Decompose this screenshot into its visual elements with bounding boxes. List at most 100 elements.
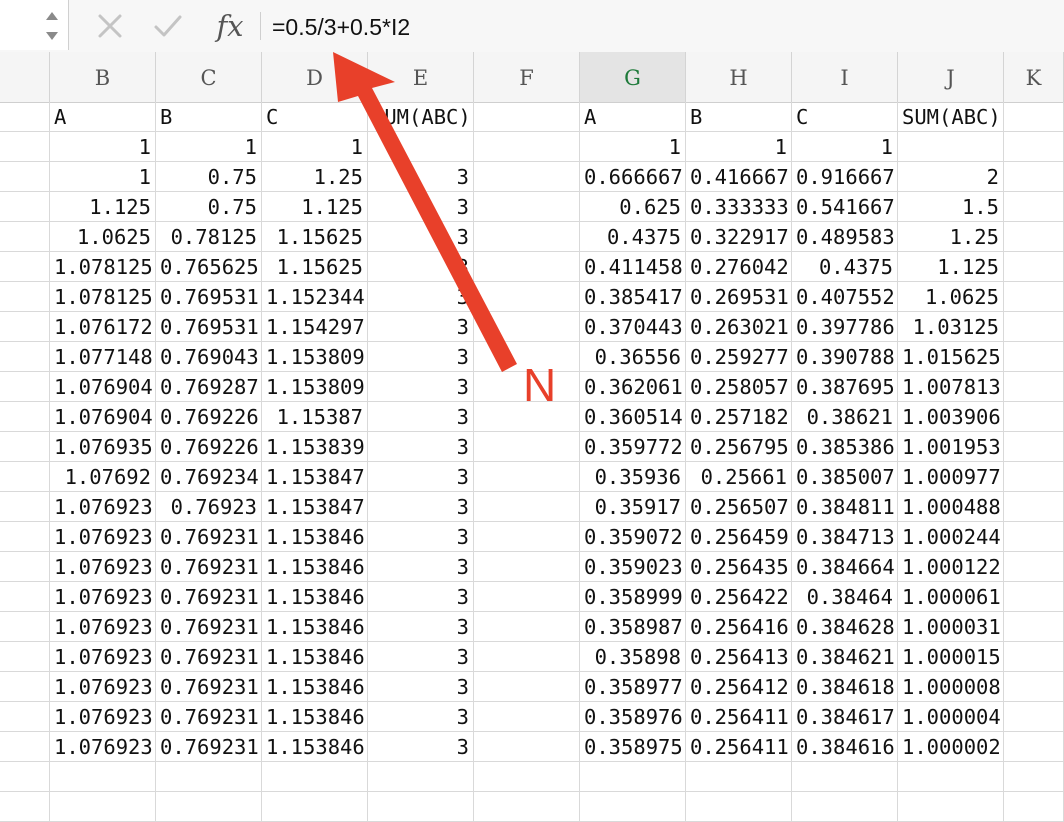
cell[interactable]: 1.000061 (898, 582, 1004, 612)
cell[interactable]: 0.258057 (686, 372, 792, 402)
cell[interactable] (0, 642, 50, 672)
cell[interactable] (1004, 732, 1064, 762)
cell[interactable]: 1.000977 (898, 462, 1004, 492)
cell[interactable]: 1 (686, 132, 792, 162)
cell[interactable] (0, 612, 50, 642)
cell[interactable]: 1.076923 (50, 522, 156, 552)
cell[interactable]: 0.384628 (792, 612, 898, 642)
cell[interactable] (1004, 402, 1064, 432)
cell[interactable]: 0.769231 (156, 582, 262, 612)
cell[interactable]: 0.769531 (156, 282, 262, 312)
cell[interactable]: 1.077148 (50, 342, 156, 372)
cell[interactable]: 0.385417 (580, 282, 686, 312)
cell[interactable] (0, 672, 50, 702)
cell[interactable] (474, 582, 580, 612)
cell[interactable]: 3 (368, 552, 474, 582)
cell[interactable] (474, 102, 580, 132)
cell[interactable] (368, 792, 474, 822)
cell[interactable]: 0.359772 (580, 432, 686, 462)
cell[interactable]: 1.5 (898, 192, 1004, 222)
cell[interactable]: 3 (368, 162, 474, 192)
cell[interactable]: 1.0625 (898, 282, 1004, 312)
cell[interactable] (1004, 672, 1064, 702)
cell[interactable]: 1.015625 (898, 342, 1004, 372)
cell[interactable]: SUM(ABC) (368, 102, 474, 132)
cell[interactable]: A (50, 102, 156, 132)
cell[interactable]: 1.000002 (898, 732, 1004, 762)
cell[interactable] (0, 522, 50, 552)
cell[interactable] (1004, 462, 1064, 492)
cell[interactable]: 2 (898, 162, 1004, 192)
cell[interactable] (0, 492, 50, 522)
cell[interactable]: 1.153809 (262, 342, 368, 372)
cell[interactable] (0, 282, 50, 312)
cell[interactable] (50, 762, 156, 792)
cell[interactable]: 0.384616 (792, 732, 898, 762)
cell[interactable]: 0.390788 (792, 342, 898, 372)
cell[interactable]: 0.769231 (156, 552, 262, 582)
cell[interactable]: 3 (368, 642, 474, 672)
cell[interactable]: 0.256411 (686, 732, 792, 762)
cell[interactable] (1004, 132, 1064, 162)
cell[interactable]: 0.385007 (792, 462, 898, 492)
cell[interactable]: 0.358976 (580, 702, 686, 732)
cell[interactable]: 1.076923 (50, 492, 156, 522)
cell[interactable]: 0.276042 (686, 252, 792, 282)
cell[interactable]: 0.541667 (792, 192, 898, 222)
fx-icon[interactable]: fx (216, 9, 244, 43)
cell[interactable] (474, 462, 580, 492)
cell[interactable]: 0.35898 (580, 642, 686, 672)
cell[interactable] (50, 792, 156, 822)
cell[interactable]: 1.076923 (50, 702, 156, 732)
cell[interactable]: 0.38464 (792, 582, 898, 612)
cell[interactable]: 1.000031 (898, 612, 1004, 642)
cell[interactable]: 0.769231 (156, 522, 262, 552)
cell[interactable]: 1.15625 (262, 252, 368, 282)
cell[interactable]: 3 (368, 372, 474, 402)
column-header-k[interactable]: K (1004, 52, 1064, 102)
cell[interactable] (0, 762, 50, 792)
cell[interactable] (474, 222, 580, 252)
cell[interactable] (474, 612, 580, 642)
cell[interactable] (474, 252, 580, 282)
cell[interactable] (0, 702, 50, 732)
cell[interactable]: 1.153847 (262, 462, 368, 492)
column-header-b[interactable]: B (50, 52, 156, 102)
cell[interactable] (368, 132, 474, 162)
column-header-h[interactable]: H (686, 52, 792, 102)
cell[interactable] (156, 792, 262, 822)
cell[interactable]: 0.370443 (580, 312, 686, 342)
cell[interactable]: 0.765625 (156, 252, 262, 282)
cell[interactable]: 0.263021 (686, 312, 792, 342)
cell[interactable]: 0.769043 (156, 342, 262, 372)
cell[interactable]: 1.15387 (262, 402, 368, 432)
cell[interactable] (1004, 162, 1064, 192)
cell[interactable]: 0.625 (580, 192, 686, 222)
cell[interactable]: 0.333333 (686, 192, 792, 222)
cell[interactable]: 0.362061 (580, 372, 686, 402)
cell[interactable] (474, 132, 580, 162)
cell[interactable] (262, 762, 368, 792)
cell[interactable] (474, 312, 580, 342)
cell[interactable] (580, 792, 686, 822)
cell[interactable] (792, 762, 898, 792)
name-box-spinner-icon[interactable] (40, 6, 64, 46)
cell[interactable] (0, 732, 50, 762)
cell[interactable]: 0.256435 (686, 552, 792, 582)
formula-input[interactable]: =0.5/3+0.5*I2 (272, 14, 411, 40)
cell[interactable]: 0.385386 (792, 432, 898, 462)
cell[interactable]: 0.407552 (792, 282, 898, 312)
cell[interactable]: 3 (368, 192, 474, 222)
cell[interactable]: 0.769226 (156, 402, 262, 432)
cell[interactable] (474, 162, 580, 192)
cell[interactable]: 0.25661 (686, 462, 792, 492)
cell[interactable]: 0.78125 (156, 222, 262, 252)
cell[interactable]: 0.358987 (580, 612, 686, 642)
cell[interactable]: 0.257182 (686, 402, 792, 432)
cell[interactable]: 0.384811 (792, 492, 898, 522)
cell[interactable]: 0.256413 (686, 642, 792, 672)
cell[interactable] (0, 432, 50, 462)
cell[interactable]: 1.001953 (898, 432, 1004, 462)
cell[interactable]: 1.15625 (262, 222, 368, 252)
cell[interactable] (1004, 192, 1064, 222)
